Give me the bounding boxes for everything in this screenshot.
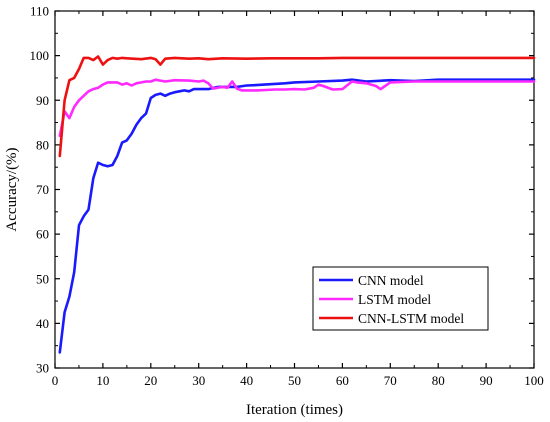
- y-tick-label: 100: [30, 48, 50, 63]
- y-tick-label: 40: [36, 316, 49, 331]
- x-tick-label: 90: [480, 373, 493, 388]
- x-tick-label: 80: [432, 373, 445, 388]
- y-tick-label: 80: [36, 137, 49, 152]
- y-tick-label: 90: [36, 93, 49, 108]
- x-tick-label: 30: [192, 373, 205, 388]
- x-tick-label: 20: [144, 373, 157, 388]
- y-axis-title: Accuracy/(%): [4, 147, 20, 231]
- x-tick-label: 70: [384, 373, 397, 388]
- x-tick-label: 100: [524, 373, 544, 388]
- series-layer: [58, 55, 536, 354]
- axis-ticks: 30 40 50 60 70 80 90 100 110 0 10 20 30 40 50 60 70 80 90 1…: [30, 4, 544, 389]
- x-tick-label: 60: [336, 373, 349, 388]
- legend-label-cnn: CNN model: [358, 273, 424, 288]
- series-line-cnn-model: [58, 78, 536, 354]
- x-tick-label: 0: [52, 373, 59, 388]
- series-line-cnn-lstm-model: [58, 55, 536, 158]
- x-tick-label: 40: [240, 373, 253, 388]
- series-line-lstm-model: [58, 78, 536, 138]
- legend-label-cnn-lstm: CNN-LSTM model: [358, 311, 464, 326]
- legend-label-lstm: LSTM model: [358, 292, 431, 307]
- y-tick-label: 60: [36, 227, 49, 242]
- x-tick-label: 10: [96, 373, 109, 388]
- legend: CNN model LSTM model CNN-LSTM model: [312, 266, 489, 331]
- y-tick-label: 70: [36, 182, 49, 197]
- x-tick-label: 50: [288, 373, 301, 388]
- x-axis-title: Iteration (times): [246, 402, 343, 418]
- y-tick-label: 110: [30, 4, 49, 19]
- y-tick-label: 30: [36, 361, 49, 376]
- y-tick-label: 50: [36, 271, 49, 286]
